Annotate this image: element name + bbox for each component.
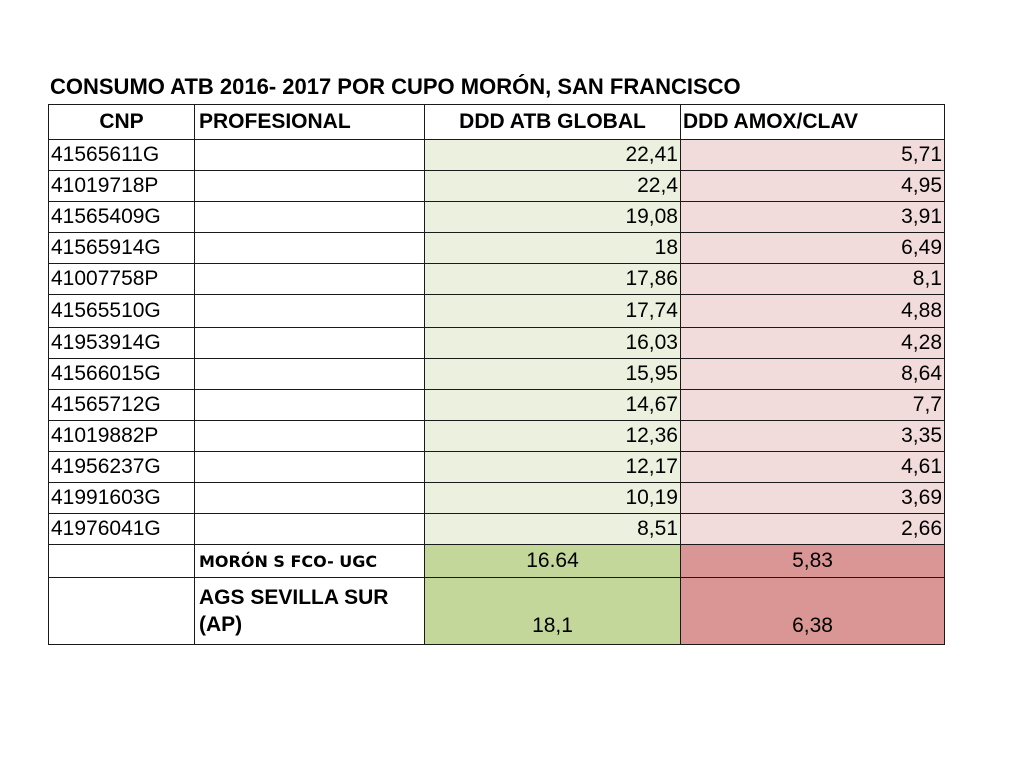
table-row: 41019882P 12,36 3,35 — [48, 420, 945, 452]
header-row: CNP PROFESIONAL DDD ATB GLOBAL DDD AMOX/… — [48, 104, 945, 140]
profesional-cell — [194, 482, 425, 514]
cnp-cell: 41953914G — [48, 327, 195, 359]
ddd-global-cell: 17,74 — [424, 294, 681, 328]
cnp-cell: 41565914G — [48, 232, 195, 264]
summary-row-ugc: MORÓN S FCO- UGC 16.64 5,83 — [48, 544, 945, 578]
cnp-cell: 41019882P — [48, 420, 195, 452]
ddd-global-cell: 22,4 — [424, 170, 681, 202]
cnp-cell: 41565510G — [48, 294, 195, 328]
ddd-amox-cell: 7,7 — [680, 389, 945, 421]
header-ddd-global: DDD ATB GLOBAL — [424, 104, 681, 140]
table-row: 41956237G 12,17 4,61 — [48, 451, 945, 483]
cnp-cell: 41019718P — [48, 170, 195, 202]
ddd-amox-cell: 5,71 — [680, 139, 945, 171]
ddd-global-cell: 16,03 — [424, 327, 681, 359]
profesional-cell — [194, 201, 425, 233]
ddd-amox-cell: 3,69 — [680, 482, 945, 514]
cnp-cell: 41007758P — [48, 263, 195, 295]
ddd-global-cell: 15,95 — [424, 358, 681, 390]
ddd-amox-cell: 8,64 — [680, 358, 945, 390]
table-row: 41007758P 17,86 8,1 — [48, 263, 945, 295]
table-row: 41565409G 19,08 3,91 — [48, 201, 945, 233]
table-row: 41953914G 16,03 4,28 — [48, 327, 945, 359]
profesional-cell — [194, 263, 425, 295]
ddd-amox-cell: 6,49 — [680, 232, 945, 264]
summary-label: AGS SEVILLA SUR (AP) — [194, 577, 425, 645]
table-row: 41976041G 8,51 2,66 — [48, 513, 945, 545]
ddd-amox-cell: 4,95 — [680, 170, 945, 202]
profesional-cell — [194, 327, 425, 359]
cnp-cell: 41565611G — [48, 139, 195, 171]
profesional-cell — [194, 389, 425, 421]
summary-label: MORÓN S FCO- UGC — [194, 544, 425, 578]
ddd-global-cell: 17,86 — [424, 263, 681, 295]
profesional-cell — [194, 513, 425, 545]
ddd-global-cell: 10,19 — [424, 482, 681, 514]
ddd-amox-cell: 2,66 — [680, 513, 945, 545]
ddd-global-cell: 14,67 — [424, 389, 681, 421]
header-cnp: CNP — [48, 104, 195, 140]
ddd-global-cell: 12,17 — [424, 451, 681, 483]
cnp-cell: 41566015G — [48, 358, 195, 390]
spreadsheet: CONSUMO ATB 2016- 2017 POR CUPO MORÓN, S… — [48, 70, 945, 645]
table-row: 41565510G 17,74 4,88 — [48, 294, 945, 328]
cnp-cell: 41976041G — [48, 513, 195, 545]
ddd-amox-cell: 4,61 — [680, 451, 945, 483]
summary-cnp-cell — [48, 544, 195, 578]
profesional-cell — [194, 170, 425, 202]
cnp-cell: 41956237G — [48, 451, 195, 483]
profesional-cell — [194, 420, 425, 452]
cnp-cell: 41991603G — [48, 482, 195, 514]
summary-ddd-global: 18,1 — [424, 577, 681, 645]
summary-cnp-cell — [48, 577, 195, 645]
ddd-amox-cell: 3,91 — [680, 201, 945, 233]
profesional-cell — [194, 294, 425, 328]
ddd-amox-cell: 3,35 — [680, 420, 945, 452]
summary-ddd-amox: 6,38 — [680, 577, 945, 645]
ddd-amox-cell: 8,1 — [680, 263, 945, 295]
ddd-global-cell: 12,36 — [424, 420, 681, 452]
summary-ddd-amox: 5,83 — [680, 544, 945, 578]
cnp-cell: 41565409G — [48, 201, 195, 233]
table-row: 41565611G 22,41 5,71 — [48, 139, 945, 171]
table-row: 41566015G 15,95 8,64 — [48, 358, 945, 390]
profesional-cell — [194, 358, 425, 390]
consumption-table: CNP PROFESIONAL DDD ATB GLOBAL DDD AMOX/… — [48, 104, 945, 645]
sheet-title: CONSUMO ATB 2016- 2017 POR CUPO MORÓN, S… — [50, 74, 741, 99]
ddd-amox-cell: 4,88 — [680, 294, 945, 328]
table-row: 41565914G 18 6,49 — [48, 232, 945, 264]
cnp-cell: 41565712G — [48, 389, 195, 421]
ddd-global-cell: 8,51 — [424, 513, 681, 545]
summary-row-ags: AGS SEVILLA SUR (AP) 18,1 6,38 — [48, 577, 945, 645]
header-profesional: PROFESIONAL — [194, 104, 425, 140]
table-row: 41991603G 10,19 3,69 — [48, 482, 945, 514]
profesional-cell — [194, 232, 425, 264]
summary-ddd-global: 16.64 — [424, 544, 681, 578]
profesional-cell — [194, 139, 425, 171]
ddd-global-cell: 19,08 — [424, 201, 681, 233]
table-row: 41019718P 22,4 4,95 — [48, 170, 945, 202]
ddd-global-cell: 18 — [424, 232, 681, 264]
profesional-cell — [194, 451, 425, 483]
ddd-global-cell: 22,41 — [424, 139, 681, 171]
table-row: 41565712G 14,67 7,7 — [48, 389, 945, 421]
header-ddd-amox: DDD AMOX/CLAV — [680, 104, 945, 140]
ddd-amox-cell: 4,28 — [680, 327, 945, 359]
